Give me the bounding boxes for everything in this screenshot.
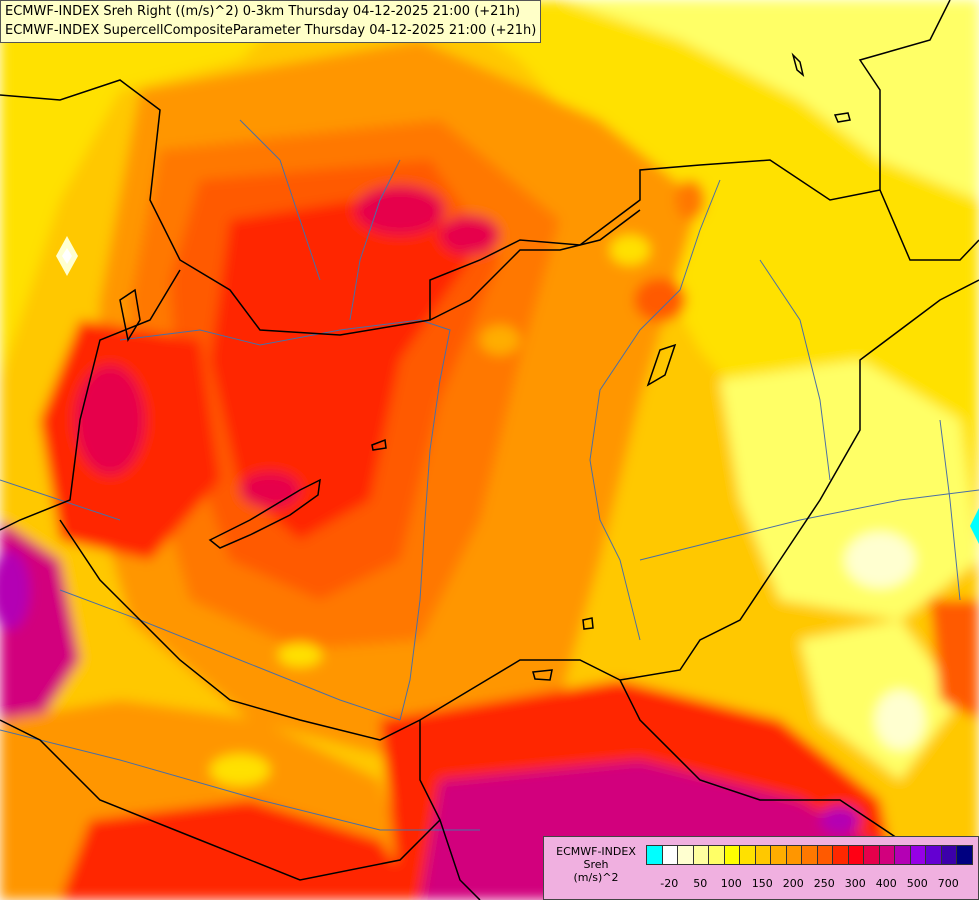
legend-title-line-3: (m/s)^2 bbox=[573, 871, 619, 884]
lake-danube-bend bbox=[646, 343, 677, 387]
field-violet-far-west bbox=[0, 550, 30, 630]
legend-swatch bbox=[847, 845, 864, 865]
border-bosnia bbox=[0, 719, 481, 900]
legend-title-line-2: Sreh bbox=[583, 858, 609, 871]
legend-swatch bbox=[708, 845, 725, 865]
legend-label: 250 bbox=[813, 877, 835, 890]
legend-swatch bbox=[940, 845, 957, 865]
river-danube bbox=[119, 319, 451, 721]
color-legend: ECMWF-INDEX Sreh (m/s)^2 -20 50 100 150 200 2… bbox=[543, 836, 979, 900]
river-maros bbox=[639, 489, 979, 561]
field-orange-spot-east bbox=[634, 278, 686, 322]
legend-swatch bbox=[863, 845, 880, 865]
field-whitish-east bbox=[845, 532, 915, 588]
legend-swatch bbox=[801, 845, 818, 865]
lake-se-small bbox=[532, 669, 553, 681]
rivers bbox=[0, 119, 979, 831]
river-olt bbox=[939, 419, 961, 601]
legend-swatch bbox=[677, 845, 694, 865]
field-yellow-spot-east bbox=[610, 235, 650, 265]
river-drava bbox=[59, 589, 401, 721]
legend-label: 500 bbox=[906, 877, 928, 890]
legend-swatch bbox=[754, 845, 771, 865]
field-violet-southeast bbox=[820, 806, 860, 834]
river-east bbox=[759, 259, 831, 481]
legend-swatch bbox=[785, 845, 802, 865]
field-whitish-southeast bbox=[875, 690, 925, 750]
field-crimson-center bbox=[240, 472, 300, 508]
legend-swatch bbox=[909, 845, 926, 865]
field-red-south bbox=[60, 800, 420, 900]
legend-label: 50 bbox=[693, 877, 708, 890]
border-serbia-south bbox=[419, 720, 441, 821]
border-slovakia-hungary bbox=[429, 209, 641, 321]
lake-small-center bbox=[371, 438, 387, 451]
legend-swatch bbox=[770, 845, 787, 865]
legend-swatch bbox=[692, 845, 709, 865]
legend-label: -20 bbox=[660, 877, 679, 890]
border-czech-austria bbox=[0, 0, 951, 336]
title-line-scp: ECMWF-INDEX SupercellCompositeParameter … bbox=[5, 23, 537, 38]
lake-northeast bbox=[791, 52, 805, 78]
border-ukraine-romania bbox=[879, 189, 979, 261]
border-croatia-hungary bbox=[59, 279, 979, 741]
field-crimson-north-east bbox=[440, 215, 500, 255]
legend-label: 700 bbox=[937, 877, 959, 890]
legend-swatch bbox=[925, 845, 942, 865]
legend-label: 100 bbox=[720, 877, 742, 890]
field-light-spot-south bbox=[210, 754, 270, 786]
field-magenta-west bbox=[75, 365, 145, 475]
lake-balaton bbox=[208, 478, 321, 549]
river-west bbox=[0, 479, 121, 521]
legend-label: 300 bbox=[844, 877, 866, 890]
lake-neusiedl bbox=[119, 288, 141, 343]
legend-title-line-1: ECMWF-INDEX bbox=[556, 845, 636, 858]
legend-label: 400 bbox=[875, 877, 897, 890]
legend-label: 150 bbox=[751, 877, 773, 890]
legend-title: ECMWF-INDEX Sreh (m/s)^2 bbox=[548, 845, 644, 884]
field-diamond-white-west-core bbox=[62, 248, 72, 264]
river-tisza bbox=[589, 179, 721, 641]
border-austria-hungary-slovenia bbox=[0, 269, 181, 531]
title-box: ECMWF-INDEX Sreh Right ((m/s)^2) 0-3km T… bbox=[0, 0, 542, 43]
title-line-sreh: ECMWF-INDEX Sreh Right ((m/s)^2) 0-3km T… bbox=[5, 4, 521, 19]
river-sava bbox=[0, 729, 480, 831]
legend-label: 200 bbox=[782, 877, 804, 890]
field-red-core bbox=[210, 190, 470, 540]
river-vah bbox=[349, 159, 401, 321]
lake-east bbox=[833, 112, 851, 123]
legend-swatch bbox=[646, 845, 663, 865]
legend-swatch bbox=[832, 845, 849, 865]
lake-south-small bbox=[582, 617, 594, 630]
legend-swatch bbox=[878, 845, 895, 865]
field-orange-spot-east-2 bbox=[675, 180, 705, 220]
legend-swatch bbox=[894, 845, 911, 865]
field-cyan-east-edge bbox=[970, 508, 979, 544]
field-light-spot-center bbox=[480, 325, 520, 355]
field-light-spot-south-2 bbox=[278, 643, 322, 667]
field-pale-southeast bbox=[800, 620, 960, 780]
field-crimson-north bbox=[355, 185, 445, 235]
river-north bbox=[239, 119, 321, 281]
legend-swatch bbox=[816, 845, 833, 865]
legend-swatch bbox=[739, 845, 756, 865]
field-pale-northeast bbox=[560, 0, 979, 200]
legend-swatch bbox=[956, 845, 973, 865]
legend-swatch bbox=[661, 845, 678, 865]
field-crimson-east-edge bbox=[930, 600, 979, 720]
legend-swatch bbox=[723, 845, 740, 865]
